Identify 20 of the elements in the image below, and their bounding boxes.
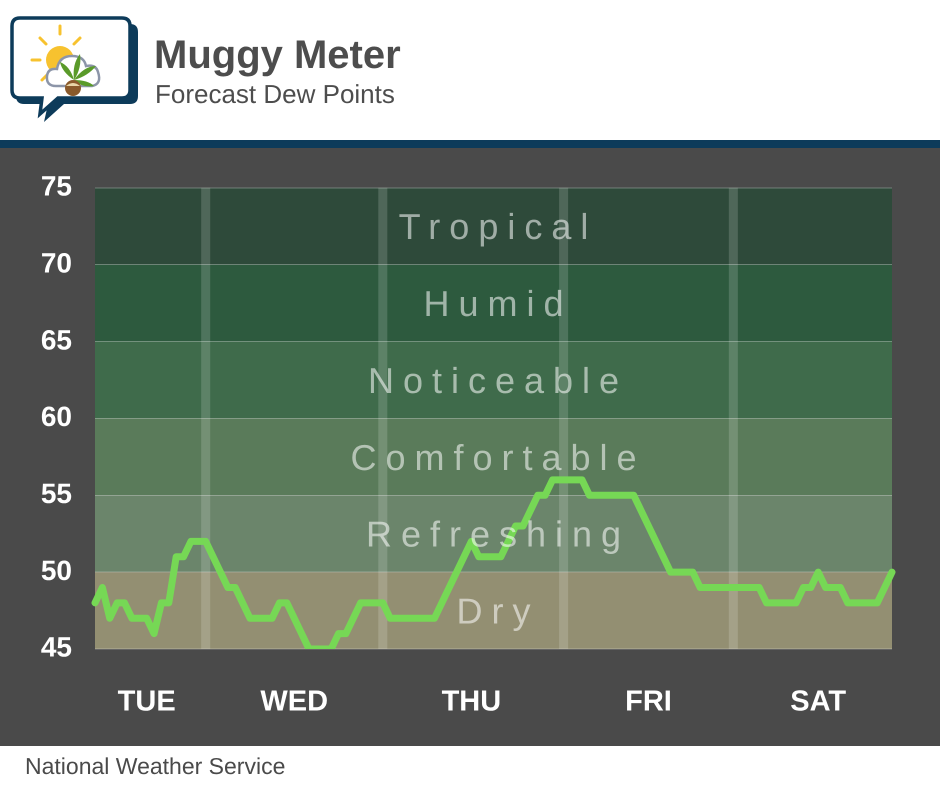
y-tick-label: 50 xyxy=(40,554,72,586)
band-label: Tropical xyxy=(398,206,598,248)
x-tick-label: FRI xyxy=(625,685,672,718)
text: National Weather Service xyxy=(25,752,286,780)
band-label: Comfortable xyxy=(350,436,646,478)
y-tick-label: 70 xyxy=(40,247,72,278)
y-tick-label: 65 xyxy=(40,324,72,356)
band-label: Noticeable xyxy=(368,360,628,401)
x-tick-label: TUE xyxy=(118,685,176,718)
y-tick-label: 75 xyxy=(40,170,72,202)
x-tick-label: THU xyxy=(442,685,502,718)
y-tick-label: 60 xyxy=(40,401,72,432)
chart-title: Muggy Meter xyxy=(154,32,401,78)
chart-subtitle: Forecast Dew Points xyxy=(155,79,395,109)
y-tick-label: 45 xyxy=(40,632,72,663)
band-label: Dry xyxy=(456,590,540,632)
y-tick-label: 55 xyxy=(40,478,72,509)
band-label: Humid xyxy=(423,283,573,324)
x-tick-label: WED xyxy=(260,685,328,718)
x-tick-label: SAT xyxy=(790,685,846,718)
